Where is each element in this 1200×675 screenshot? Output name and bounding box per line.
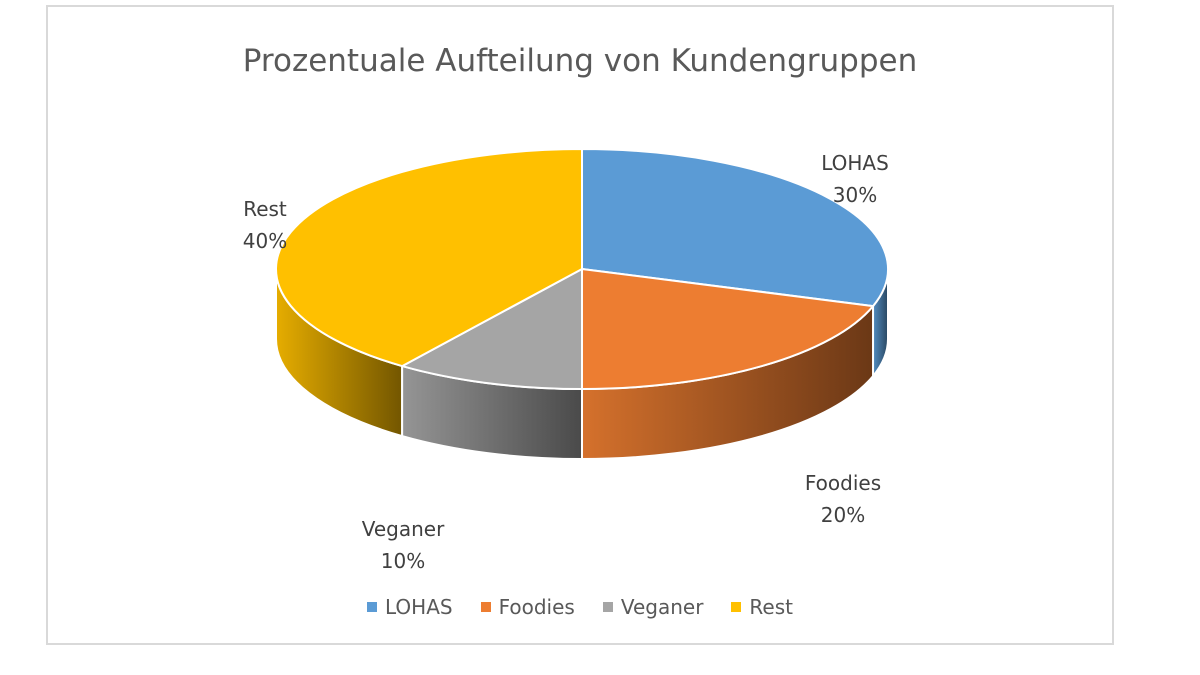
label-lohas: LOHAS 30%: [800, 147, 910, 211]
legend-item-rest: Rest: [731, 595, 793, 619]
legend-item-foodies: Foodies: [480, 595, 575, 619]
label-lohas-name: LOHAS: [821, 151, 889, 175]
legend-swatch-lohas: [366, 602, 377, 612]
slice-rest: [275, 148, 583, 368]
chart-title: Prozentuale Aufteilung von Kundengruppen: [242, 43, 918, 79]
label-rest-value: 40%: [242, 229, 288, 253]
legend-swatch-veganer: [602, 602, 613, 612]
legend-label-lohas: LOHAS: [384, 595, 453, 619]
pie-chart: [275, 148, 889, 461]
legend-swatch-foodies: [480, 602, 491, 612]
legend: LOHAS Foodies Veganer Rest: [48, 595, 1112, 619]
label-foodies-value: 20%: [820, 503, 866, 527]
label-lohas-value: 30%: [832, 183, 878, 207]
label-foodies-name: Foodies: [804, 471, 882, 495]
slice-lohas: [581, 148, 889, 308]
slice-foodies: [581, 268, 875, 390]
legend-item-lohas: LOHAS: [366, 595, 453, 619]
label-rest-name: Rest: [243, 197, 287, 221]
label-veganer: Veganer 10%: [348, 513, 458, 577]
slice-veganer: [401, 268, 583, 390]
legend-label-veganer: Veganer: [620, 595, 704, 619]
legend-label-foodies: Foodies: [498, 595, 575, 619]
label-veganer-value: 10%: [380, 549, 426, 573]
label-rest: Rest 40%: [210, 193, 320, 257]
legend-swatch-rest: [731, 602, 742, 612]
chart-area: Prozentuale Aufteilung von Kundengruppen…: [46, 5, 1114, 645]
label-veganer-name: Veganer: [361, 517, 445, 541]
label-foodies: Foodies 20%: [788, 467, 898, 531]
legend-label-rest: Rest: [749, 595, 793, 619]
legend-item-veganer: Veganer: [602, 595, 704, 619]
